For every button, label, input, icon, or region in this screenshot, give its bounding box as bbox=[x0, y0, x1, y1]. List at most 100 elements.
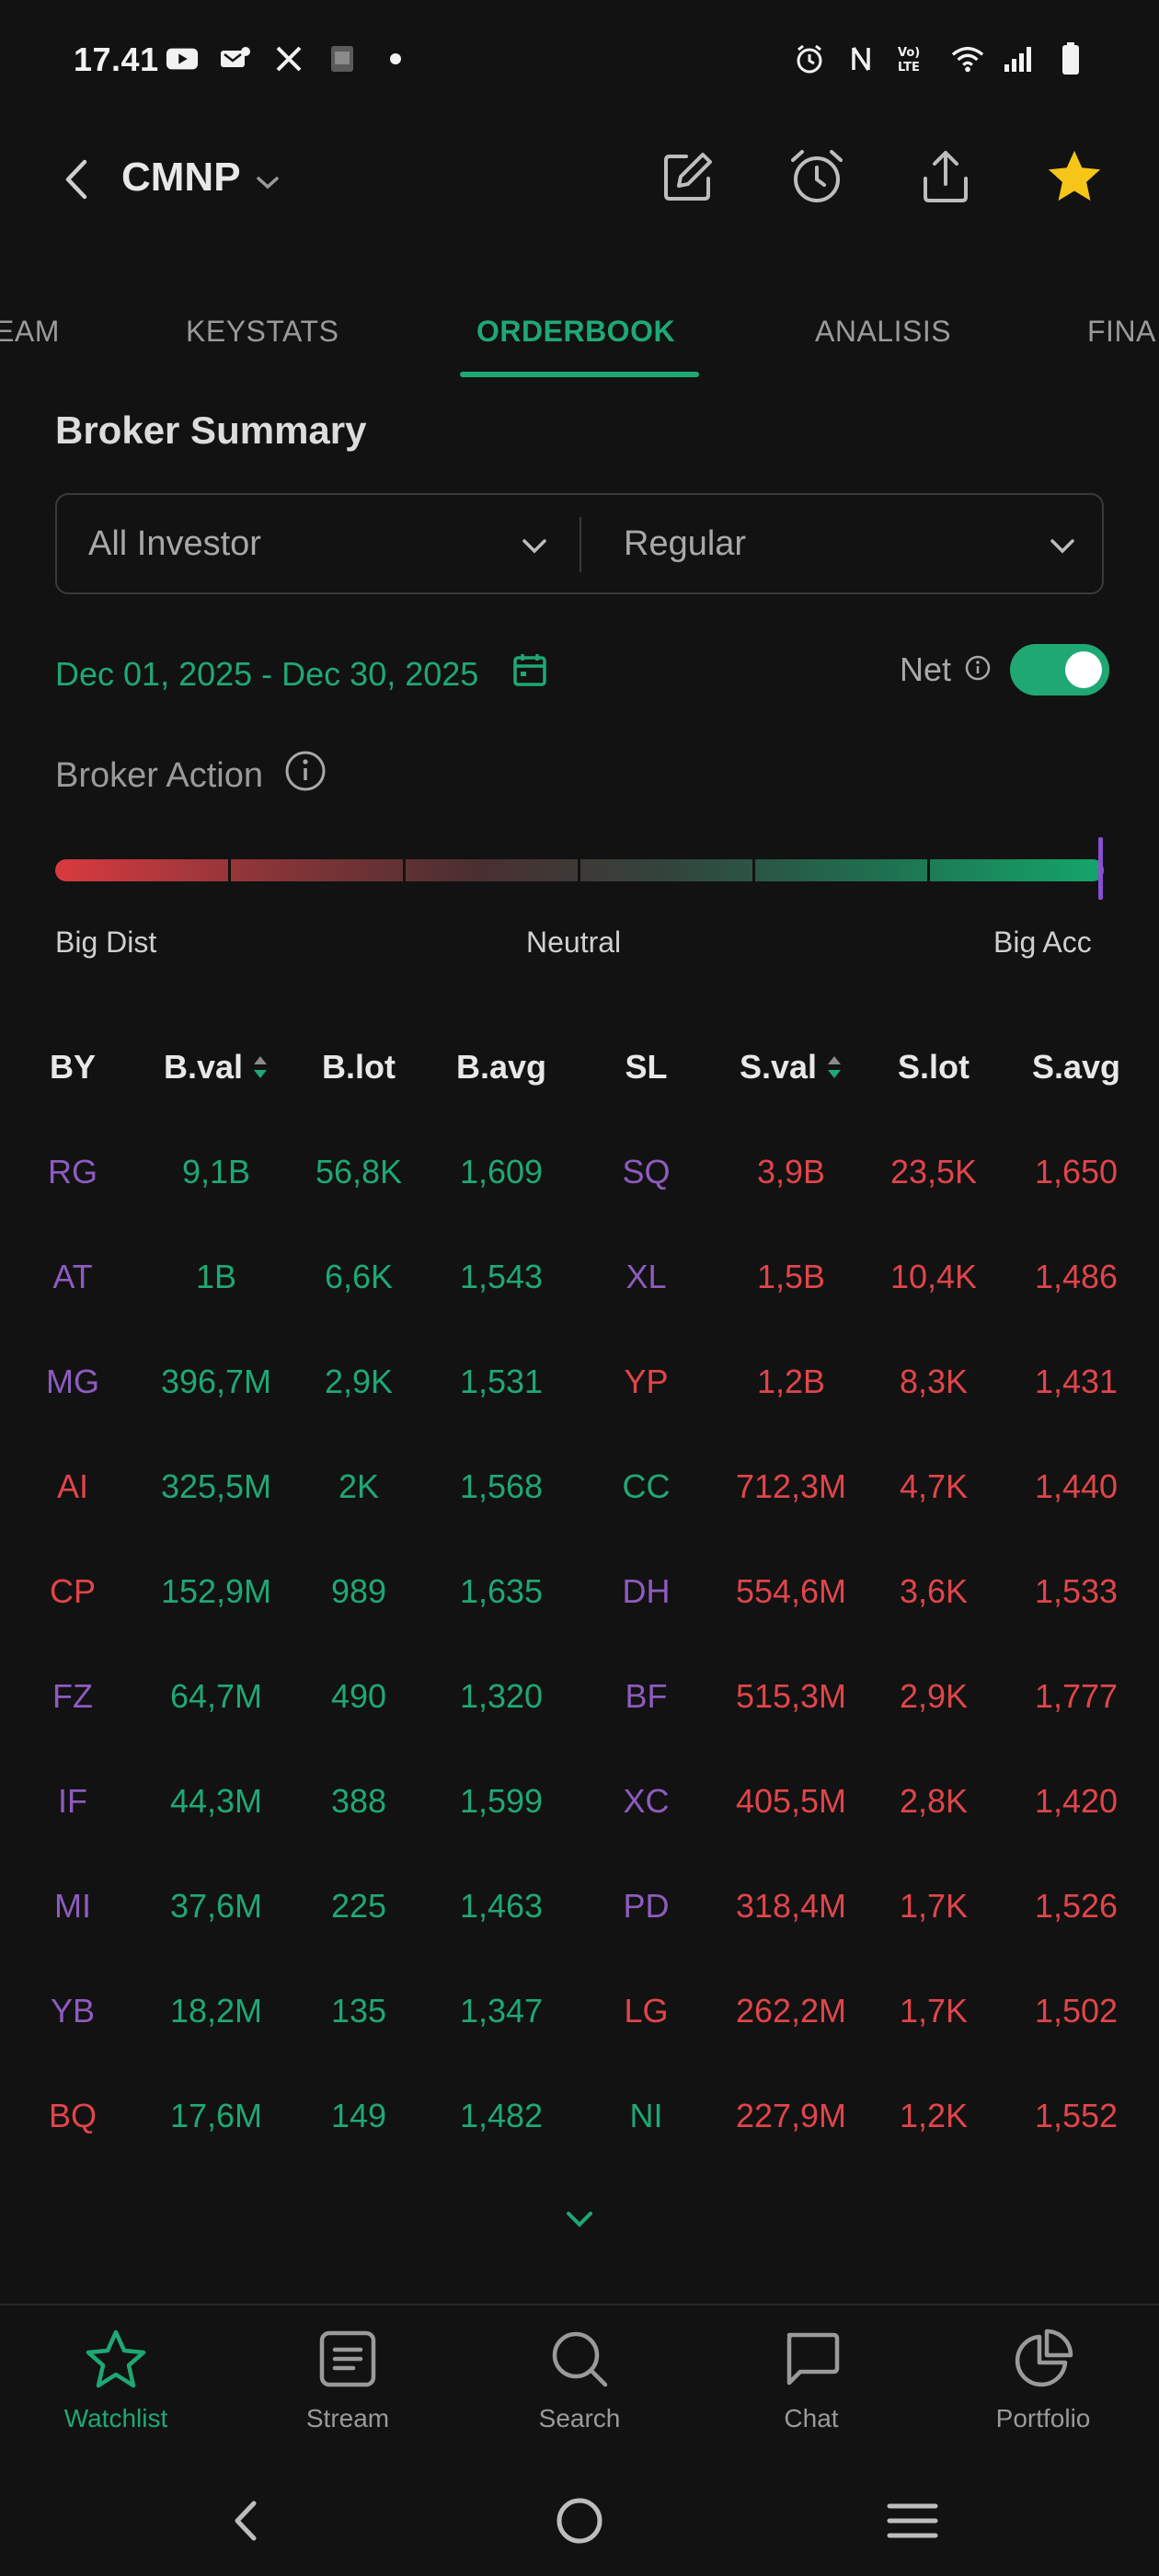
cell-by[interactable]: MG bbox=[46, 1363, 99, 1400]
cell-by[interactable]: AI bbox=[56, 1467, 88, 1505]
cell-sl[interactable]: CC bbox=[622, 1467, 671, 1505]
table-row[interactable]: AI 325,5M 2K 1,568 CC 712,3M 4,7K 1,440 bbox=[0, 1450, 1159, 1555]
cell-slot: 3,6K bbox=[899, 1572, 969, 1610]
nav-portfolio[interactable]: Portfolio bbox=[951, 2328, 1135, 2433]
filter-box: All Investor Regular bbox=[55, 493, 1104, 594]
header-sval[interactable]: S.val bbox=[713, 1030, 869, 1104]
cell-by[interactable]: RG bbox=[48, 1153, 98, 1190]
cell-bavg: 1,347 bbox=[459, 1992, 544, 2030]
back-button[interactable] bbox=[55, 156, 101, 202]
table-row[interactable]: BQ 17,6M 149 1,482 NI 227,9M 1,2K 1,552 bbox=[0, 2079, 1159, 2184]
table-row[interactable]: AT 1B 6,6K 1,543 XL 1,5B 10,4K 1,486 bbox=[0, 1240, 1159, 1345]
system-nav-bar bbox=[0, 2466, 1159, 2576]
status-time: 17.41 bbox=[74, 40, 159, 78]
tab-keystats[interactable]: KEYSTATS bbox=[186, 315, 339, 348]
chevron-down-icon bbox=[521, 530, 548, 569]
signal-icon bbox=[1003, 42, 1036, 75]
cell-savg: 1,440 bbox=[1034, 1467, 1119, 1505]
cell-bavg: 1,599 bbox=[459, 1782, 544, 1820]
system-home-icon[interactable] bbox=[552, 2493, 607, 2548]
header-sl: SL bbox=[625, 1048, 668, 1086]
cell-sl[interactable]: SQ bbox=[622, 1153, 671, 1190]
nav-search[interactable]: Search bbox=[488, 2328, 671, 2433]
cell-by[interactable]: BQ bbox=[48, 2097, 97, 2134]
cell-sval: 1,2B bbox=[756, 1363, 826, 1400]
table-row[interactable]: FZ 64,7M 490 1,320 BF 515,3M 2,9K 1,777 bbox=[0, 1660, 1159, 1765]
ticker-selector[interactable]: CMNP bbox=[121, 155, 280, 201]
cell-sl[interactable]: BF bbox=[625, 1677, 668, 1715]
info-icon[interactable] bbox=[964, 654, 992, 686]
x-icon bbox=[272, 42, 305, 75]
table-row[interactable]: IF 44,3M 388 1,599 XC 405,5M 2,8K 1,420 bbox=[0, 1765, 1159, 1869]
tab-analisis[interactable]: ANALISIS bbox=[815, 315, 952, 348]
cell-savg: 1,431 bbox=[1034, 1363, 1119, 1400]
cell-bval: 17,6M bbox=[169, 2097, 263, 2134]
ticker-symbol: CMNP bbox=[121, 155, 241, 200]
cell-by[interactable]: IF bbox=[58, 1782, 87, 1820]
gauge-separator bbox=[228, 859, 231, 881]
cell-bavg: 1,463 bbox=[459, 1887, 544, 1925]
search-icon bbox=[548, 2328, 611, 2395]
table-row[interactable]: MG 396,7M 2,9K 1,531 YP 1,2B 8,3K 1,431 bbox=[0, 1345, 1159, 1450]
cell-sl[interactable]: NI bbox=[629, 2097, 663, 2134]
system-recents-icon[interactable] bbox=[885, 2493, 940, 2548]
cell-by[interactable]: YB bbox=[50, 1992, 96, 2030]
cell-savg: 1,526 bbox=[1034, 1887, 1119, 1925]
header-savg: S.avg bbox=[1031, 1048, 1121, 1086]
alarm-clock-icon[interactable] bbox=[787, 147, 846, 206]
cell-by[interactable]: CP bbox=[49, 1572, 96, 1610]
cell-sl[interactable]: PD bbox=[623, 1887, 670, 1925]
cell-bval: 152,9M bbox=[160, 1572, 272, 1610]
header-bval[interactable]: B.val bbox=[138, 1030, 294, 1104]
gauge-right-label: Big Acc bbox=[993, 926, 1092, 959]
cell-blot: 388 bbox=[330, 1782, 387, 1820]
cell-sl[interactable]: YP bbox=[624, 1363, 669, 1400]
cell-sl[interactable]: LG bbox=[624, 1992, 669, 2030]
cell-bavg: 1,568 bbox=[459, 1467, 544, 1505]
net-label: Net bbox=[899, 650, 951, 688]
cell-slot: 1,2K bbox=[899, 2097, 969, 2134]
expand-chevron-icon[interactable] bbox=[561, 2201, 598, 2237]
cell-sval: 3,9B bbox=[756, 1153, 826, 1190]
tab-bar: EAM KEYSTATS ORDERBOOK ANALISIS FINA bbox=[0, 304, 1159, 377]
table-row[interactable]: CP 152,9M 989 1,635 DH 554,6M 3,6K 1,533 bbox=[0, 1555, 1159, 1660]
pie-chart-icon bbox=[1012, 2328, 1074, 2395]
tab-financials[interactable]: FINA bbox=[1087, 315, 1156, 348]
cell-savg: 1,552 bbox=[1034, 2097, 1119, 2134]
tab-stream[interactable]: EAM bbox=[0, 315, 60, 348]
nav-stream[interactable]: Stream bbox=[256, 2328, 440, 2433]
cell-sl[interactable]: XC bbox=[623, 1782, 670, 1820]
investor-filter-dropdown[interactable]: All Investor bbox=[88, 495, 548, 592]
net-toggle[interactable] bbox=[1010, 644, 1109, 696]
nav-watchlist[interactable]: Watchlist bbox=[24, 2328, 208, 2433]
market-filter-dropdown[interactable]: Regular bbox=[624, 495, 1076, 592]
investor-filter-value: All Investor bbox=[88, 523, 261, 563]
table-row[interactable]: MI 37,6M 225 1,463 PD 318,4M 1,7K 1,526 bbox=[0, 1869, 1159, 1974]
table-row[interactable]: RG 9,1B 56,8K 1,609 SQ 3,9B 23,5K 1,650 bbox=[0, 1135, 1159, 1240]
nav-chat[interactable]: Chat bbox=[719, 2328, 903, 2433]
table-row[interactable]: YB 18,2M 135 1,347 LG 262,2M 1,7K 1,502 bbox=[0, 1974, 1159, 2079]
share-icon[interactable] bbox=[916, 147, 975, 206]
cell-sval: 712,3M bbox=[735, 1467, 847, 1505]
cell-by[interactable]: FZ bbox=[52, 1677, 93, 1715]
tab-orderbook[interactable]: ORDERBOOK bbox=[476, 315, 676, 348]
cell-slot: 2,9K bbox=[899, 1677, 969, 1715]
cell-by[interactable]: MI bbox=[54, 1887, 91, 1925]
info-icon[interactable] bbox=[283, 749, 327, 802]
cell-sl[interactable]: DH bbox=[622, 1572, 671, 1610]
gauge-separator bbox=[927, 859, 930, 881]
date-range-picker[interactable]: Dec 01, 2025 - Dec 30, 2025 bbox=[55, 651, 548, 696]
header-slot: S.lot bbox=[898, 1048, 970, 1086]
star-icon[interactable] bbox=[1045, 147, 1104, 206]
cell-sval: 515,3M bbox=[735, 1677, 847, 1715]
system-back-icon[interactable] bbox=[217, 2493, 272, 2548]
cell-sl[interactable]: XL bbox=[625, 1258, 667, 1295]
stream-icon bbox=[316, 2328, 379, 2395]
cell-by[interactable]: AT bbox=[52, 1258, 93, 1295]
cell-blot: 2,9K bbox=[324, 1363, 394, 1400]
edit-icon[interactable] bbox=[659, 147, 717, 206]
cell-savg: 1,502 bbox=[1034, 1992, 1119, 2030]
filter-divider bbox=[580, 517, 581, 572]
cell-blot: 135 bbox=[330, 1992, 387, 2030]
cell-slot: 4,7K bbox=[899, 1467, 969, 1505]
